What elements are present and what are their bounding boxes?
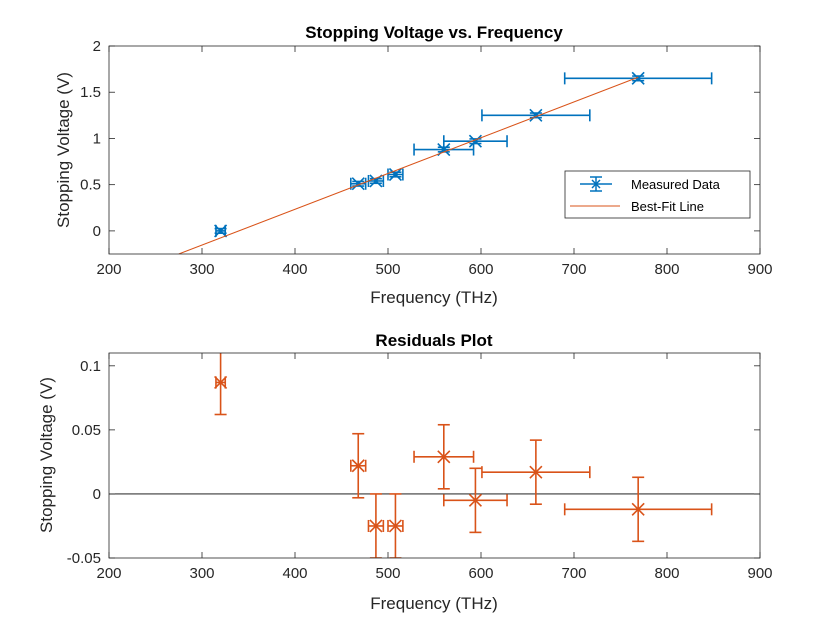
top-x-tick-label: 200 xyxy=(96,261,121,278)
bottom-y-tick-label: 0 xyxy=(93,486,101,503)
marker xyxy=(631,71,645,85)
top-plot-area xyxy=(178,71,713,254)
bottom-x-axis-label: Frequency (THz) xyxy=(370,594,498,613)
top-data-point xyxy=(481,108,591,122)
top-chart-title: Stopping Voltage vs. Frequency xyxy=(305,23,563,42)
top-y-tick-label: 1.5 xyxy=(80,84,101,101)
bottom-x-tick-label: 700 xyxy=(561,565,586,582)
top-chart: Stopping Voltage vs. Frequency 200 300 400… xyxy=(54,23,773,307)
legend-marker-measured xyxy=(580,176,612,192)
marker xyxy=(214,375,228,390)
top-x-tick-label: 400 xyxy=(282,261,307,278)
bottom-data-point xyxy=(214,353,228,416)
bottom-data-point xyxy=(563,476,713,543)
top-data-point xyxy=(367,174,385,188)
bottom-y-tick-label: 0.1 xyxy=(80,358,101,375)
legend-label-measured: Measured Data xyxy=(631,177,721,192)
legend: Measured Data Best-Fit Line xyxy=(564,170,751,219)
bottom-x-tick-label: 900 xyxy=(747,565,772,582)
bottom-x-tick-label: 600 xyxy=(468,565,493,582)
top-ticks: 200 300 400 500 600 700 800 900 0 0.5 1 1.5 2 xyxy=(80,38,772,278)
marker xyxy=(388,167,403,182)
bottom-chart: Residuals Plot 200 300 400 500 600 700 800 900 -… xyxy=(37,331,773,613)
top-axes-box xyxy=(108,45,761,255)
marker xyxy=(437,450,451,464)
marker xyxy=(529,465,543,479)
top-y-tick-label: 2 xyxy=(93,38,101,55)
bottom-data-point xyxy=(481,439,591,505)
bottom-x-tick-label: 800 xyxy=(654,565,679,582)
marker xyxy=(369,519,383,533)
top-y-tick-label: 0 xyxy=(93,223,101,240)
top-x-tick-label: 900 xyxy=(747,261,772,278)
top-y-axis-label: Stopping Voltage (V) xyxy=(54,72,73,228)
marker xyxy=(468,134,482,148)
marker xyxy=(468,493,482,507)
bottom-y-tick-label: -0.05 xyxy=(67,550,101,567)
marker xyxy=(529,108,543,122)
marker xyxy=(351,177,365,191)
top-x-tick-label: 500 xyxy=(375,261,400,278)
bottom-x-tick-label: 300 xyxy=(189,565,214,582)
bottom-data-point xyxy=(413,423,475,490)
bottom-ticks: 200 300 400 500 600 700 800 900 -0.05 0 0.05 0.1 xyxy=(67,353,773,582)
top-x-tick-label: 800 xyxy=(654,261,679,278)
bottom-chart-title: Residuals Plot xyxy=(375,331,492,350)
bottom-data-point xyxy=(349,432,367,499)
legend-label-bestfit: Best-Fit Line xyxy=(631,199,704,214)
marker xyxy=(631,502,645,516)
top-best-fit-line xyxy=(178,76,639,254)
top-x-tick-label: 300 xyxy=(189,261,214,278)
top-data-point xyxy=(563,71,713,85)
marker xyxy=(214,224,228,238)
top-data-point xyxy=(214,224,228,238)
marker xyxy=(388,519,403,533)
bottom-y-tick-label: 0.05 xyxy=(72,422,101,439)
top-y-tick-label: 1 xyxy=(93,130,101,147)
bottom-x-tick-label: 200 xyxy=(96,565,121,582)
marker xyxy=(351,459,365,473)
top-x-tick-label: 600 xyxy=(468,261,493,278)
top-data-point xyxy=(387,167,404,182)
bottom-y-axis-label: Stopping Voltage (V) xyxy=(37,377,56,533)
bottom-data-point xyxy=(367,493,385,558)
bottom-plot-area xyxy=(109,353,760,558)
bottom-data-point xyxy=(387,493,404,558)
top-x-axis-label: Frequency (THz) xyxy=(370,288,498,307)
bottom-x-tick-label: 500 xyxy=(375,565,400,582)
top-y-tick-label: 0.5 xyxy=(80,177,101,194)
bottom-data-point xyxy=(442,467,508,534)
top-x-tick-label: 700 xyxy=(561,261,586,278)
bottom-x-tick-label: 400 xyxy=(282,565,307,582)
bottom-axes-box xyxy=(108,352,761,559)
